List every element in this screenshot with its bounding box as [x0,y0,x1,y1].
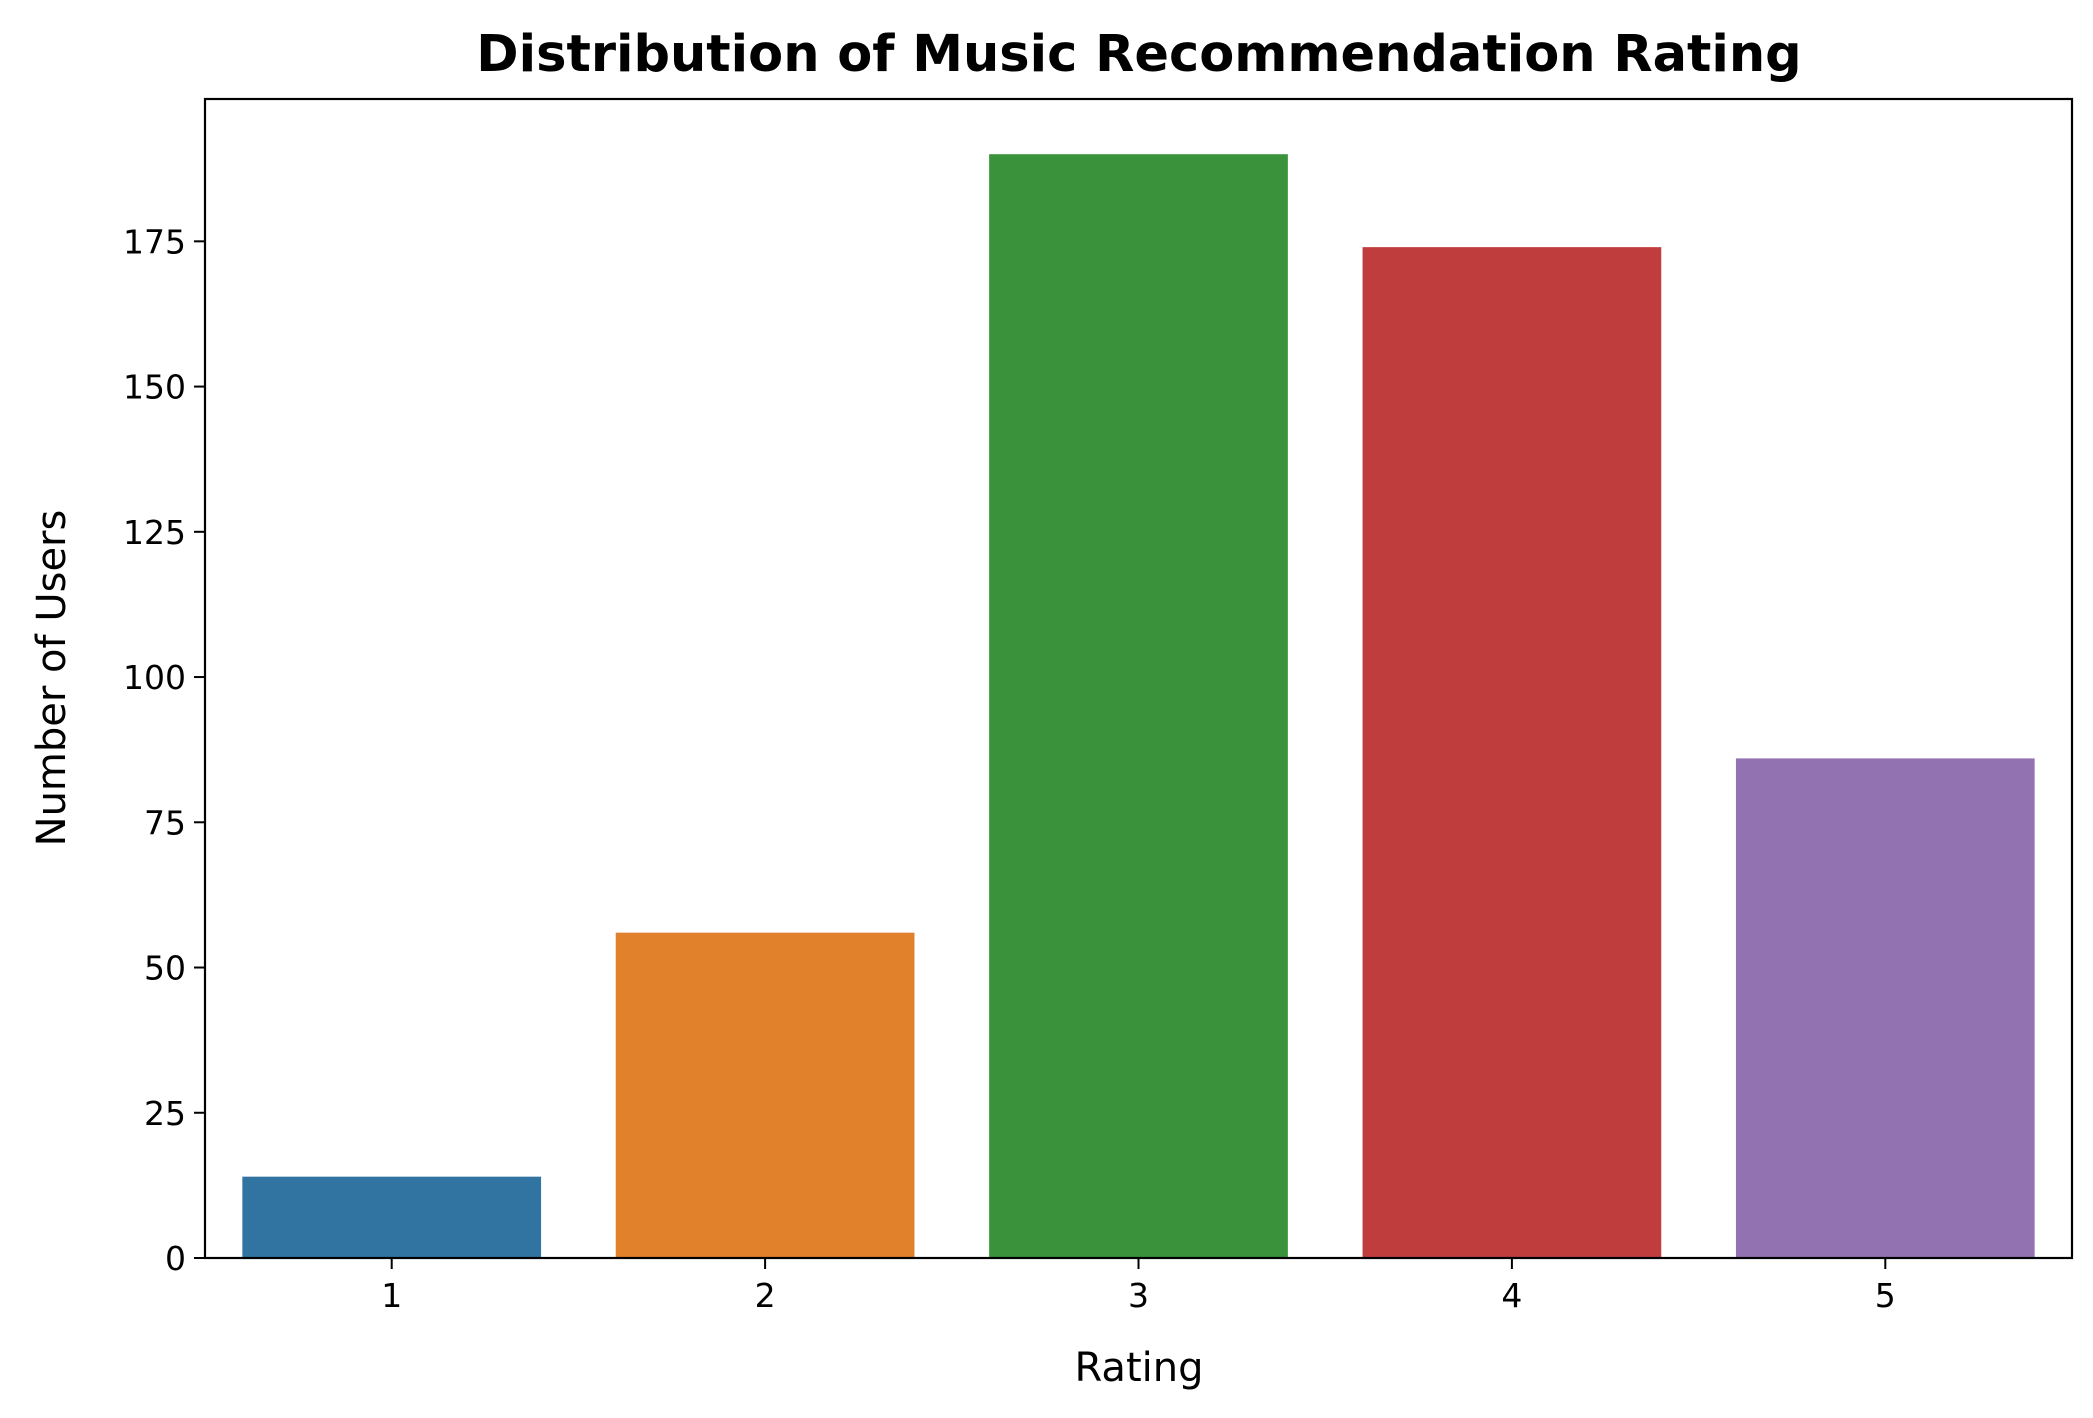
y-tick-label: 75 [144,803,186,842]
y-tick-label: 25 [144,1094,186,1133]
y-tick-label: 175 [123,222,186,261]
y-axis-label: Number of Users [29,510,75,847]
x-tick-label: 1 [381,1276,402,1315]
y-tick-label: 100 [123,658,186,697]
y-tick-label: 125 [123,513,186,552]
x-tick-label: 3 [1128,1276,1149,1315]
bar-rating-5 [1735,758,2035,1258]
x-tick-label: 4 [1501,1276,1522,1315]
bar-rating-3 [989,154,1288,1259]
bar-rating-4 [1362,247,1662,1259]
x-axis-label: Rating [1075,1345,1204,1391]
y-tick-label: 50 [144,949,186,988]
plot-frame [203,97,2074,1260]
chart-title: Distribution of Music Recommendation Rat… [476,25,1801,84]
bar-rating-2 [615,932,915,1258]
y-axis-ticks: 0 25 50 75 100 125 150 175 [123,222,205,1278]
x-tick-label: 2 [755,1276,776,1315]
bars-group [242,154,2035,1259]
x-tick-label: 5 [1875,1276,1896,1315]
bar-rating-1 [242,1176,542,1258]
y-tick-label: 0 [165,1239,186,1278]
y-tick-label: 150 [123,368,186,407]
x-axis-ticks: 1 2 3 4 5 [381,1258,1896,1315]
